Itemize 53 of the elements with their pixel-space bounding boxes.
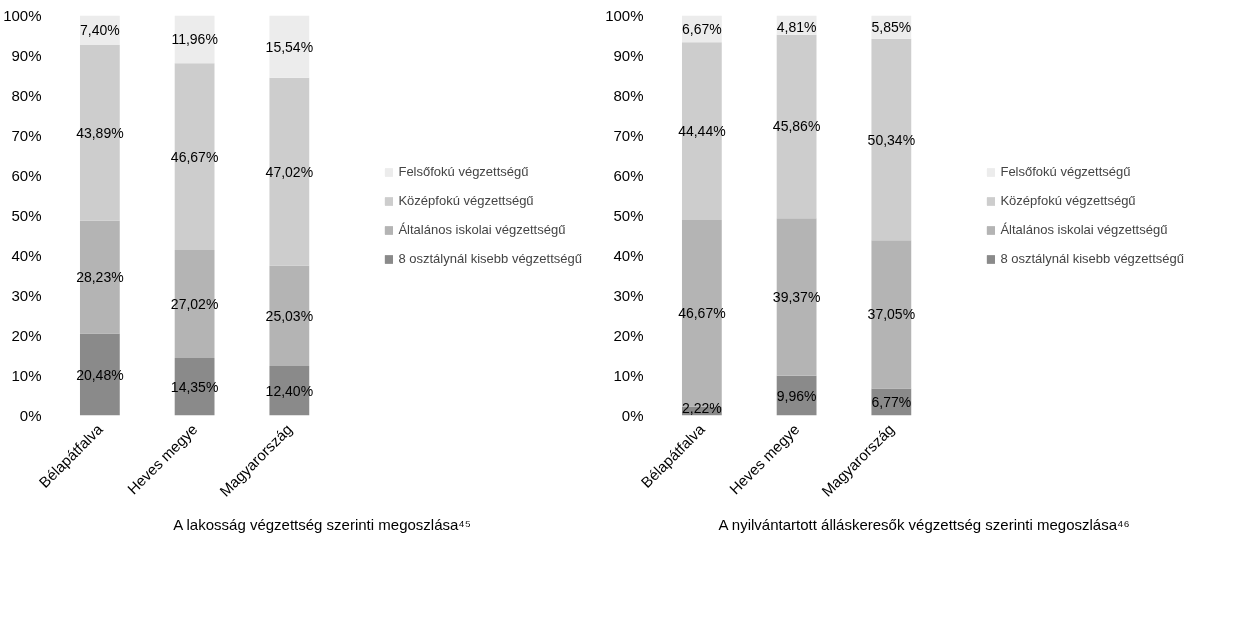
legend-label: 8 osztálynál kisebb végzettségű [398,251,582,266]
y-tick-label: 50% [11,207,42,224]
y-tick-label: 60% [11,167,42,184]
y-tick-label: 90% [11,47,42,64]
legend-label: Középfokú végzettségű [398,193,534,208]
y-tick-label: 30% [613,287,644,304]
y-tick-label: 0% [19,407,42,424]
legend-label: Általános iskolai végzettségű [1000,222,1168,237]
legend-label: 8 osztálynál kisebb végzettségű [1000,251,1184,266]
y-tick-label: 30% [11,287,42,304]
y-tick-label: 10% [11,367,42,384]
y-tick-label: 20% [11,327,42,344]
legend-label: Középfokú végzettségű [1000,193,1136,208]
y-tick-label: 0% [621,407,644,424]
y-tick-label: 100% [3,7,42,24]
data-label: 43,89% [76,124,124,141]
data-label: 25,03% [265,307,314,324]
text: A lakosság végzettség szerinti megoszlása⁴⁵ [173,515,471,533]
data-label: 39,37% [772,288,821,305]
legend-label: Általános iskolai végzettségű [398,222,566,237]
legend-label: Felsőfokú végzettségű [398,164,529,179]
data-label: 6,77% [871,393,912,410]
data-label: 7,40% [80,22,120,39]
data-label: 50,34% [867,131,916,148]
y-tick-label: 40% [11,247,42,264]
data-label: 15,54% [265,38,314,55]
y-tick-label: 70% [11,127,42,144]
data-label: 47,02% [265,163,314,180]
y-tick-label: 20% [613,327,644,344]
y-tick-label: 80% [11,87,42,104]
y-tick-label: 50% [613,207,644,224]
y-tick-label: 70% [613,127,644,144]
text: A nyilvántartott álláskeresők végzettség szerinti megoszlása⁴⁶ [718,515,1130,533]
data-label: 6,67% [682,20,722,37]
legend-label: Felsőfokú végzettségű [1000,164,1131,179]
data-label: 4,81% [776,18,817,35]
y-tick-label: 80% [613,87,644,104]
data-label: 11,96% [171,31,218,48]
data-label: 46,67% [678,305,726,322]
data-label: 28,23% [76,269,124,286]
data-label: 46,67% [170,148,219,165]
data-label: 5,85% [871,19,912,36]
data-label: 27,02% [170,296,219,313]
data-label: 37,05% [867,306,916,323]
y-tick-label: 60% [613,167,644,184]
y-tick-label: 100% [605,7,644,24]
y-tick-label: 90% [613,47,644,64]
data-label: 2,22% [682,399,722,416]
data-label: 9,96% [776,387,817,404]
y-tick-label: 10% [613,367,644,384]
data-label: 44,44% [678,123,726,140]
y-tick-label: 40% [613,247,644,264]
data-label: 45,86% [772,118,821,135]
